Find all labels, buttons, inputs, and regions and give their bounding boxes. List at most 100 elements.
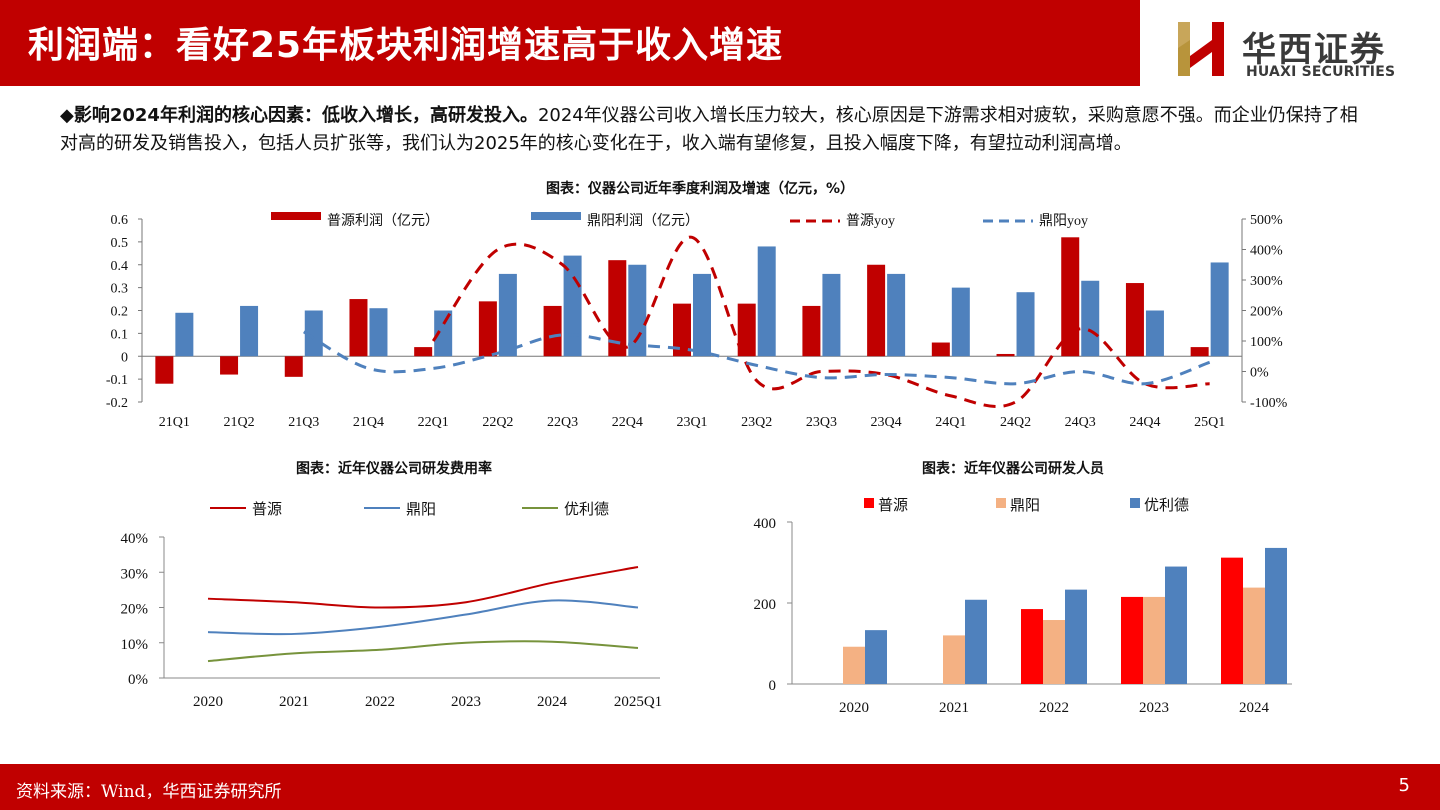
- x-tick-label: 2021: [279, 694, 309, 710]
- rd-ratio-chart: 0% 10% 20% 30% 40% 2020 2021 2022 2023 2024 2025Q1…: [121, 500, 663, 710]
- legend-label: 优利德: [1144, 496, 1189, 514]
- x-tick-label: 23Q3: [806, 415, 837, 430]
- x-tick-label: 21Q4: [353, 415, 384, 430]
- bar-puyuan: [608, 260, 627, 357]
- legend-label: 普源利润（亿元）: [327, 213, 439, 229]
- x-tick-label: 22Q2: [482, 415, 513, 430]
- bar-unit: [865, 630, 887, 684]
- bar-dingyang: [1081, 280, 1100, 357]
- legend-label: 普源: [878, 497, 908, 514]
- page-number: 5: [1398, 775, 1410, 796]
- intro-body: 2024年仪器公司收入增长压力较大，核心原因是下游需求相对疲软，采购意愿不强。而…: [60, 105, 1358, 154]
- bar-puyuan: [996, 353, 1015, 357]
- right-tick-label: 300%: [1250, 274, 1283, 289]
- bar-unit: [1165, 566, 1187, 684]
- bar-dingyang: [951, 287, 970, 357]
- bar-unit: [1065, 589, 1087, 684]
- right-tick-label: 500%: [1250, 213, 1283, 228]
- legend-label: 鼎阳: [406, 501, 436, 518]
- x-tick-label: 2024: [1239, 700, 1270, 716]
- x-tick-label: 24Q1: [935, 415, 966, 430]
- bar-puyuan: [802, 305, 821, 357]
- page-title: 利润端：看好25年板块利润增速高于收入增速: [28, 25, 784, 66]
- line-dingyang: [207, 599, 639, 636]
- x-tick-label: 23Q4: [871, 415, 902, 430]
- bar-dingyang: [1210, 262, 1229, 357]
- bar-puyuan: [1121, 596, 1143, 684]
- y-tick-label: 400: [754, 516, 777, 532]
- chart3-title: 图表：近年仪器公司研发人员: [922, 461, 1104, 477]
- legend-swatch: [271, 212, 321, 220]
- left-tick-label: 0.4: [111, 259, 129, 274]
- chart1-title: 图表：仪器公司近年季度利润及增速（亿元，%）: [546, 181, 855, 197]
- right-tick-label: -100%: [1250, 396, 1288, 411]
- x-tick-label: 24Q3: [1065, 415, 1096, 430]
- x-tick-label: 22Q1: [418, 415, 449, 430]
- bar-dingyang: [434, 310, 453, 357]
- chart2-title: 图表：近年仪器公司研发费用率: [296, 461, 492, 477]
- bar-dingyang: [175, 312, 194, 357]
- legend-swatch: [864, 498, 874, 508]
- x-tick-label: 22Q3: [547, 415, 578, 430]
- bar-puyuan: [1190, 347, 1209, 357]
- x-tick-label: 25Q1: [1194, 415, 1225, 430]
- intro-paragraph: ◆影响2024年利润的核心因素：低收入增长，高研发投入。2024年仪器公司收入增…: [60, 102, 1360, 158]
- line-unit: [207, 640, 639, 663]
- right-tick-label: 0%: [1250, 366, 1269, 381]
- bar-dingyang: [498, 273, 517, 357]
- bar-dingyang: [563, 255, 582, 357]
- right-tick-label: 100%: [1250, 335, 1283, 350]
- bar-dingyang: [1043, 620, 1065, 684]
- legend-label: 普源: [252, 501, 282, 518]
- left-tick-label: 0.2: [111, 305, 129, 320]
- huaxi-logo-icon: [1178, 22, 1224, 76]
- x-tick-label: 24Q2: [1000, 415, 1031, 430]
- title-bar: 利润端：看好25年板块利润增速高于收入增速: [0, 0, 1140, 86]
- bar-dingyang: [943, 635, 965, 684]
- bar-dingyang: [304, 310, 323, 357]
- y-tick-label: 10%: [121, 637, 149, 653]
- bar-puyuan: [1021, 609, 1043, 684]
- line-puyuan: [207, 565, 639, 609]
- x-tick-label: 23Q2: [741, 415, 772, 430]
- bar-dingyang: [369, 308, 388, 357]
- bar-puyuan: [543, 305, 562, 357]
- quarterly-profit-chart: -0.2 -0.1 0 0.1 0.2 0.3 0.4 0.5 0.6 -100% 0% 100% 20…: [106, 212, 1288, 430]
- bar-dingyang: [887, 273, 906, 357]
- legend-label: 鼎阳利润（亿元）: [587, 213, 699, 229]
- legend-swatch: [1130, 498, 1140, 508]
- x-tick-label: 22Q4: [612, 415, 643, 430]
- bar-puyuan: [737, 303, 756, 357]
- bar-puyuan: [349, 299, 368, 357]
- x-tick-label: 2024: [537, 694, 568, 710]
- bar-puyuan: [1125, 283, 1144, 357]
- bar-puyuan: [414, 347, 433, 357]
- bar-dingyang: [1243, 587, 1265, 684]
- line-dingyang-yoy: [303, 330, 1211, 386]
- line-puyuan-yoy: [431, 235, 1210, 408]
- legend-swatch: [996, 498, 1006, 508]
- x-tick-label: 2023: [451, 694, 481, 710]
- bar-dingyang: [1143, 596, 1165, 684]
- y-tick-label: 30%: [121, 566, 149, 582]
- y-tick-label: 40%: [121, 531, 149, 547]
- bar-puyuan: [931, 342, 950, 357]
- left-tick-label: -0.1: [106, 373, 128, 388]
- bar-unit: [1265, 547, 1287, 684]
- x-tick-label: 21Q1: [159, 415, 190, 430]
- left-tick-label: -0.2: [106, 396, 128, 411]
- bar-puyuan: [155, 356, 174, 384]
- x-tick-label: 21Q2: [223, 415, 254, 430]
- x-tick-label: 2020: [839, 700, 869, 716]
- y-tick-label: 200: [754, 597, 777, 613]
- left-tick-label: 0.3: [111, 282, 129, 297]
- intro-lead: ◆影响2024年利润的核心因素：低收入增长，高研发投入。: [60, 105, 538, 126]
- logo-english: HUAXI SECURITIES: [1246, 64, 1396, 80]
- x-tick-label: 2022: [1039, 700, 1069, 716]
- bar-dingyang: [240, 305, 259, 357]
- bar-dingyang: [822, 273, 841, 357]
- bar-puyuan: [478, 301, 497, 357]
- bar-dingyang: [843, 646, 865, 684]
- legend-label: 鼎阳: [1010, 497, 1040, 514]
- bar-dingyang: [693, 273, 711, 357]
